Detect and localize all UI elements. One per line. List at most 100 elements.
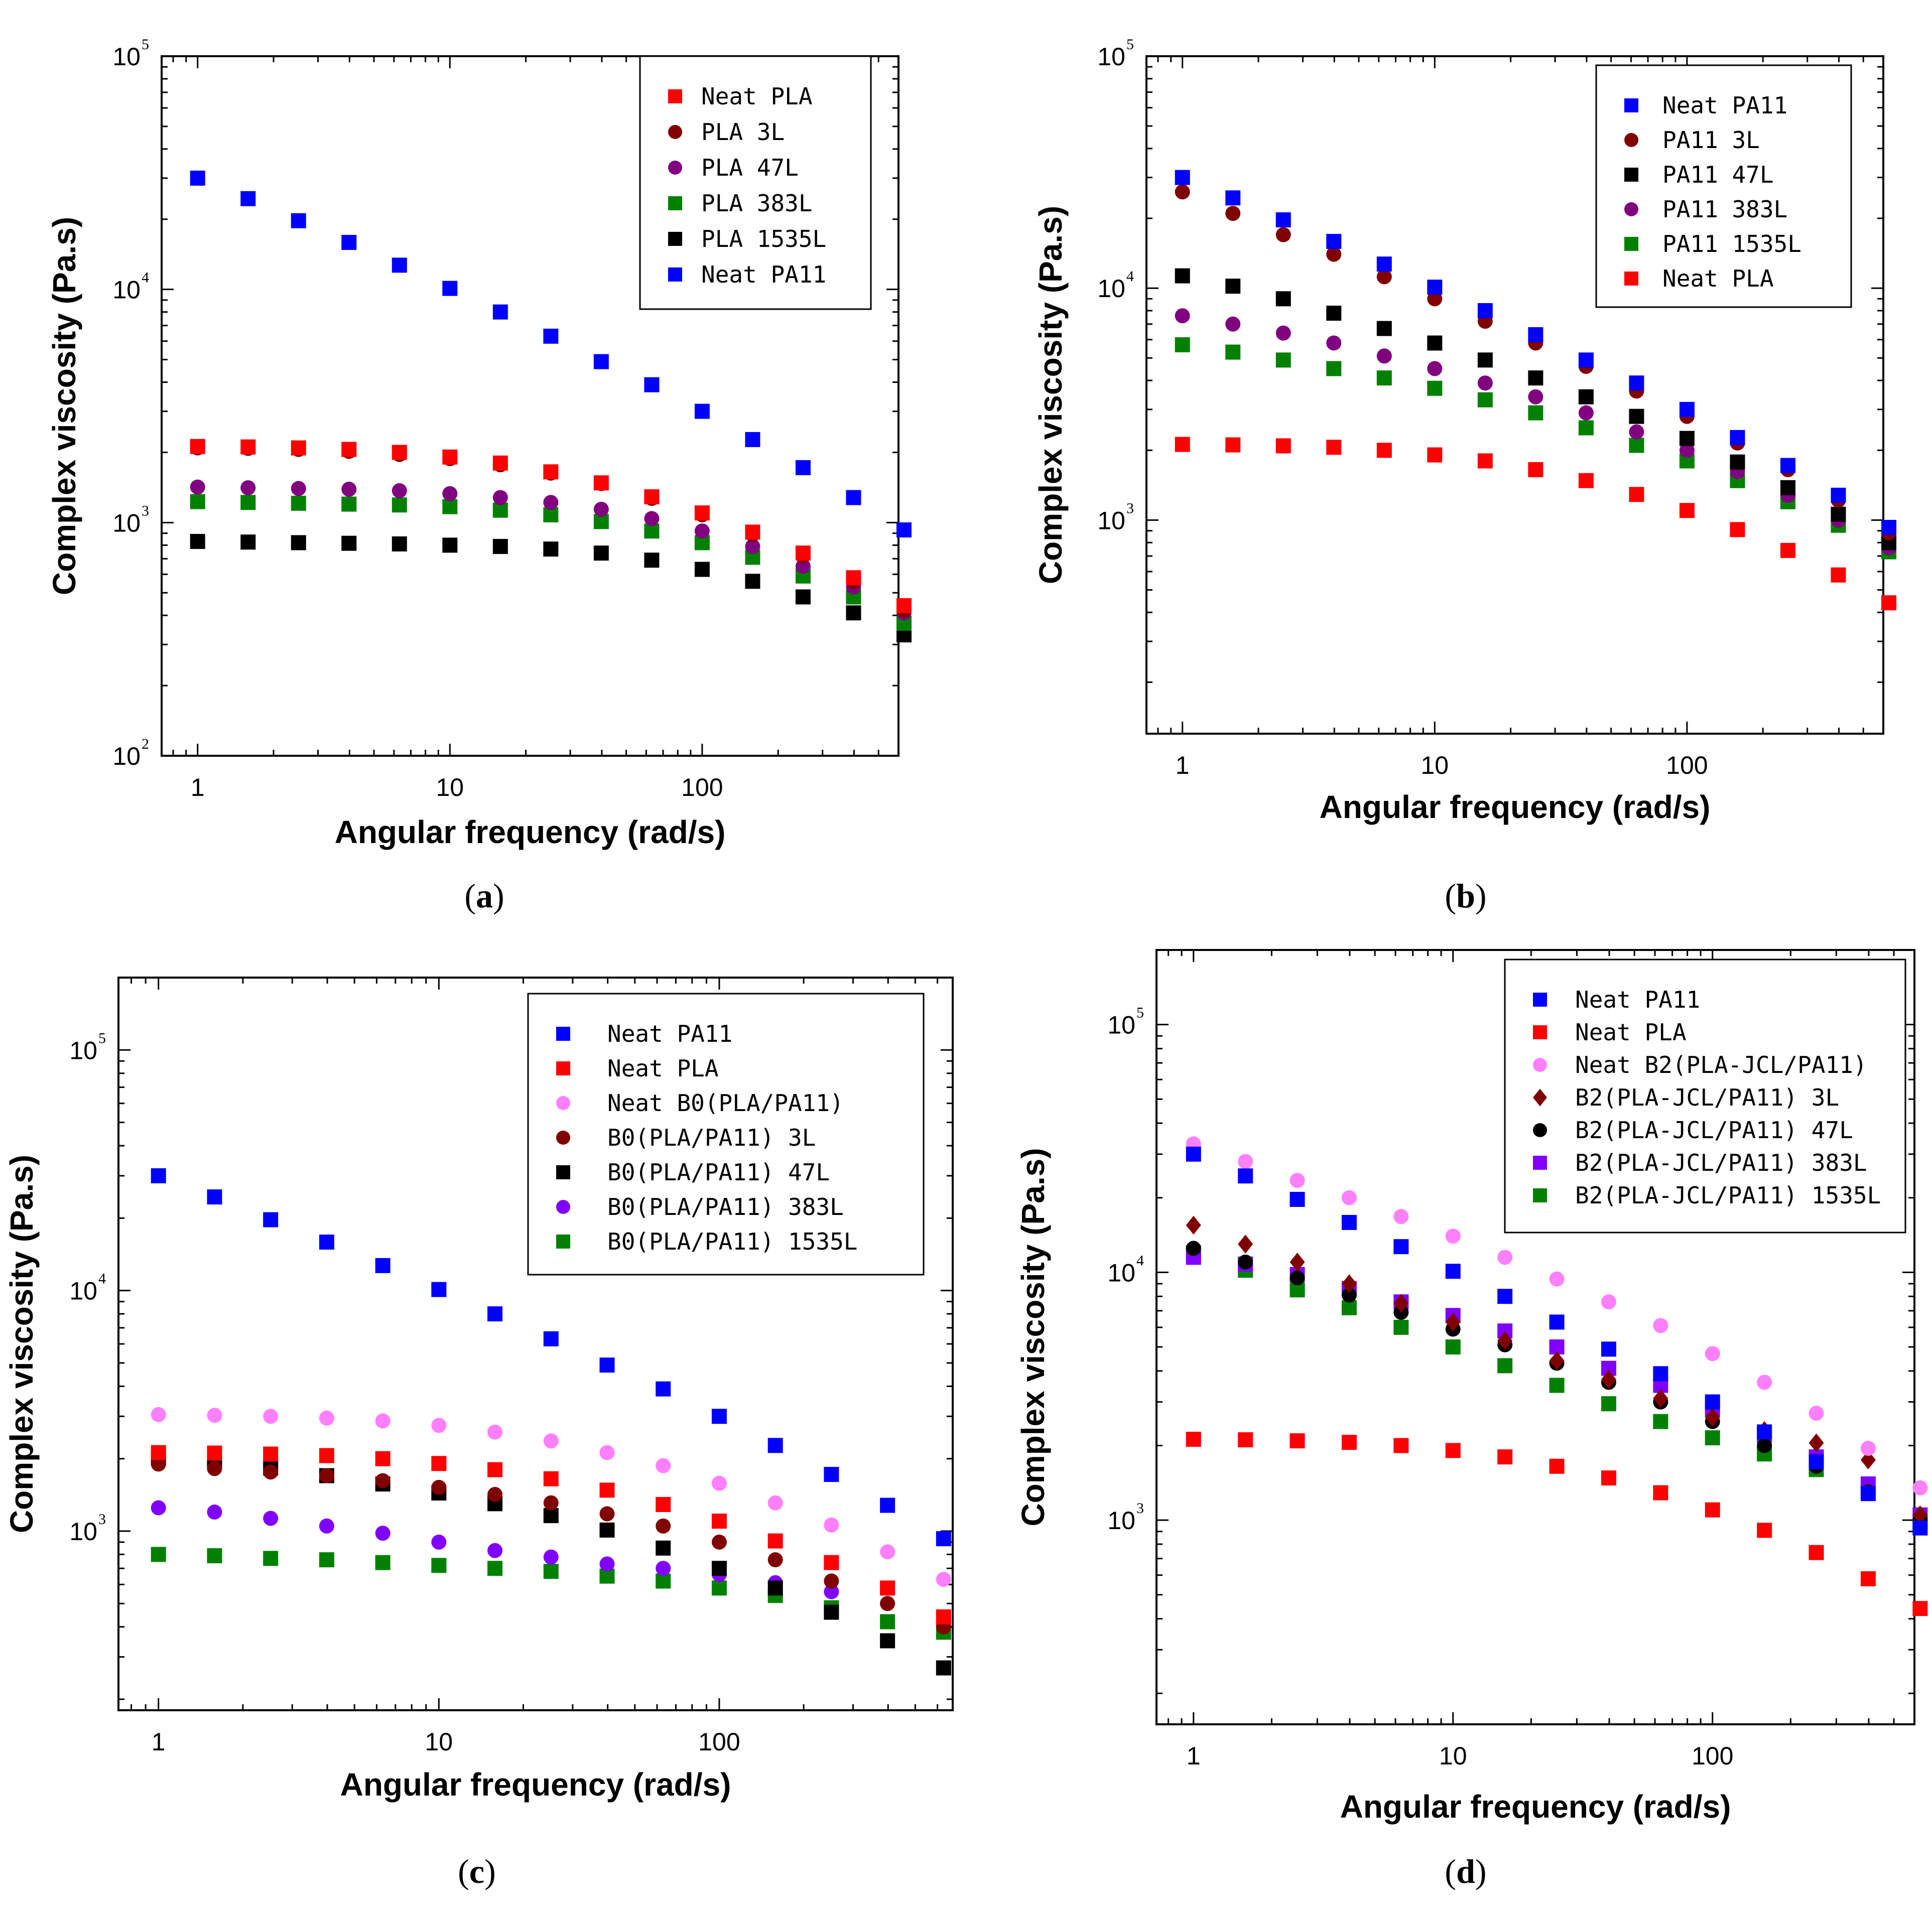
data-point (1497, 1449, 1513, 1465)
data-point (341, 496, 357, 512)
legend-marker (1533, 1088, 1547, 1107)
data-point (1780, 542, 1795, 558)
y-tick-label-base: 10 (69, 1518, 97, 1546)
x-tick-label: 1 (1187, 1742, 1201, 1770)
data-point (846, 570, 861, 586)
data-point (1831, 567, 1846, 583)
data-point (1376, 256, 1392, 272)
series-neat-pa11 (1175, 170, 1896, 535)
legend: Neat PA11 PA11 3L PA11 47L PA11 383L PA11 15… (1595, 64, 1852, 308)
data-point (745, 432, 760, 447)
data-point (694, 562, 710, 577)
data-point (880, 1614, 895, 1629)
data-point (656, 1458, 671, 1473)
data-point (1549, 1314, 1565, 1330)
x-tick-label: 10 (1439, 1742, 1467, 1770)
data-point (1629, 408, 1644, 424)
data-point (1477, 303, 1493, 318)
data-point (1528, 405, 1543, 421)
series-pa11-383l (1175, 308, 1896, 556)
legend-marker (1624, 98, 1638, 112)
legend-marker (1624, 133, 1638, 147)
data-point (1341, 1214, 1357, 1230)
data-point (151, 1547, 166, 1562)
data-point (543, 328, 559, 344)
data-point (1225, 190, 1241, 206)
data-point (1341, 1274, 1357, 1293)
data-point (240, 534, 256, 550)
data-point (263, 1446, 279, 1462)
y-tick-label-exponent: 5 (1126, 36, 1134, 53)
legend-label: PLA 47L (701, 154, 799, 181)
y-tick-label-exponent: 4 (1136, 1252, 1144, 1269)
data-point (442, 281, 458, 296)
data-point (319, 1468, 334, 1483)
data-point (593, 475, 609, 491)
series-b0-pla-pa11-3l (151, 1456, 951, 1634)
data-point (1238, 1432, 1253, 1448)
data-point (319, 1410, 334, 1426)
y-tick-label-exponent: 4 (142, 269, 149, 286)
data-point (487, 1543, 503, 1558)
x-axis: 1 10 100 (131, 978, 939, 1756)
data-point (824, 1584, 839, 1599)
data-point (392, 536, 407, 552)
data-point (711, 1475, 727, 1491)
data-point (1653, 1389, 1668, 1408)
x-axis-title: Angular frequency (rad/s) (335, 814, 726, 850)
data-point (1881, 519, 1896, 535)
legend-label: Neat PLA (701, 83, 813, 110)
series-neat-pa11 (190, 170, 912, 537)
data-point (1186, 1146, 1201, 1162)
data-point (1427, 280, 1443, 295)
series-neat-pla (1186, 1432, 1928, 1616)
data-point (1780, 458, 1795, 473)
legend-label: PLA 3L (701, 118, 785, 146)
data-point (392, 445, 407, 460)
data-point (1549, 1351, 1565, 1371)
data-point (1601, 1396, 1616, 1412)
data-point (1427, 291, 1443, 307)
data-point (431, 1479, 447, 1495)
legend-label: B2(PLA-JCL/PA11) 47L (1575, 1117, 1853, 1144)
x-tick-label: 1 (191, 773, 205, 801)
y-axis-title: Complex viscosity (Pa.s) (1033, 206, 1069, 584)
data-point (1427, 447, 1443, 463)
data-point (543, 1331, 559, 1346)
y-tick-label-base: 10 (1107, 1507, 1135, 1535)
data-point (1629, 487, 1644, 502)
data-point (319, 1448, 334, 1463)
plot-frame (161, 55, 899, 757)
data-point (1497, 1289, 1513, 1304)
data-point (1809, 1545, 1824, 1560)
y-tick-label-exponent: 5 (142, 36, 149, 53)
data-point (824, 1517, 839, 1533)
data-point (1275, 325, 1291, 341)
legend-label: Neat PA11 (701, 261, 826, 288)
y-tick-label-base: 10 (1107, 1011, 1135, 1039)
data-point (795, 545, 811, 561)
data-point (1175, 308, 1190, 324)
legend-label: B2(PLA-JCL/PA11) 383L (1575, 1149, 1867, 1176)
data-point (543, 1471, 559, 1486)
data-point (151, 1445, 166, 1460)
legend-label: B0(PLA/PA11) 3L (607, 1124, 816, 1151)
legend-marker (556, 1027, 570, 1041)
data-point (824, 1555, 839, 1570)
data-point (1175, 184, 1190, 200)
data-point (767, 1495, 783, 1511)
data-point (1326, 335, 1342, 351)
data-point (1860, 1450, 1876, 1469)
data-point (291, 535, 306, 551)
data-point (319, 1518, 334, 1534)
data-point (599, 1556, 615, 1572)
data-point (1393, 1319, 1409, 1335)
data-point (487, 1487, 503, 1502)
data-point (190, 494, 205, 509)
legend-label: PA11 383L (1662, 196, 1787, 223)
series-neat-pa11 (151, 1168, 951, 1547)
